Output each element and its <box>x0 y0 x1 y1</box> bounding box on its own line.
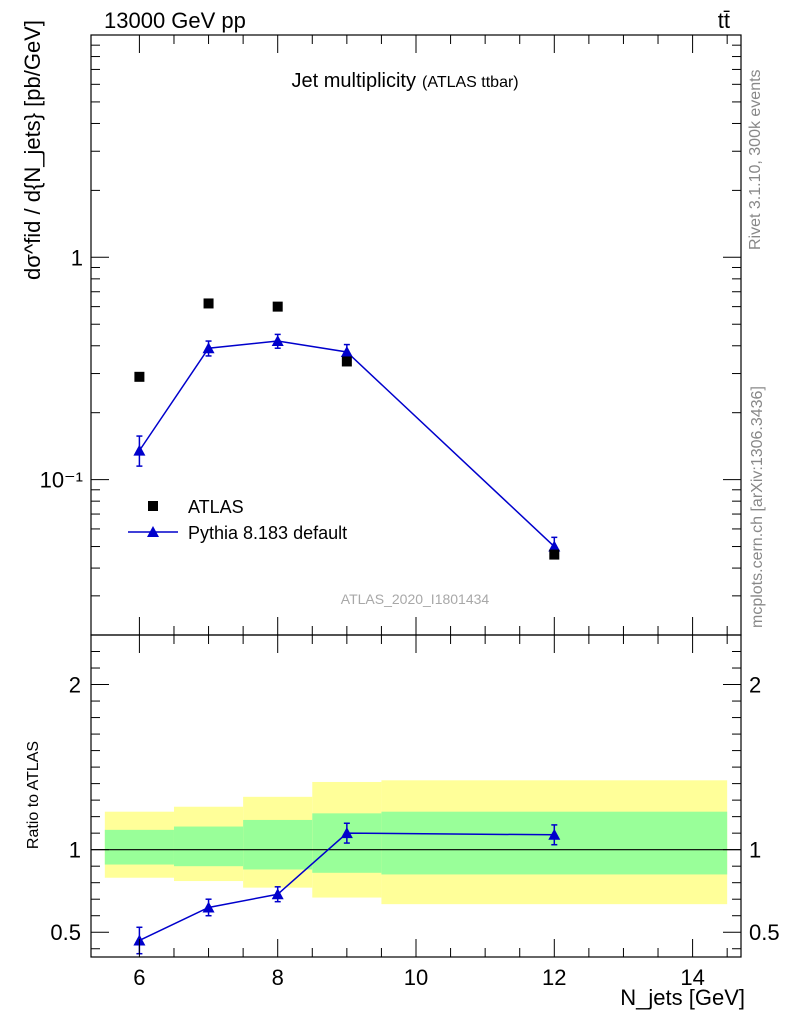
ratio-pythia-point <box>202 901 215 913</box>
legend-atlas-marker <box>148 501 158 511</box>
atlas-point <box>549 549 560 560</box>
main-y-tick-label: 1 <box>71 245 83 270</box>
main-plot: Jet multiplicity (ATLAS ttbar) ATLAS_202… <box>40 34 742 636</box>
ratio-pythia-point <box>340 827 353 839</box>
legend-atlas-label: ATLAS <box>188 497 244 517</box>
ratio-y-tick-label: 1 <box>69 838 81 863</box>
ratio-y-tick-label-right: 0.5 <box>749 920 780 945</box>
ratio-band-green <box>173 826 244 867</box>
x-tick-label: 6 <box>133 965 145 990</box>
ratio-pythia-point <box>548 828 561 840</box>
x-tick-label: 8 <box>272 965 284 990</box>
rivet-label-text: Rivet 3.1.10, 300k events <box>747 69 764 250</box>
atlas-point <box>341 356 352 367</box>
ratio-pythia-point <box>271 888 284 900</box>
pythia-point <box>202 342 215 354</box>
main-ylabel: dσ^fid / d{N_jets} [pb/GeV] <box>20 20 45 280</box>
ratio-y-tick-label-right: 2 <box>749 673 761 698</box>
ratio-band-green <box>243 819 313 870</box>
legend-pythia-marker <box>147 526 159 537</box>
ratio-ylabel: Ratio to ATLAS <box>25 741 42 849</box>
ratio-y-tick-label: 2 <box>69 673 81 698</box>
x-tick-label: 14 <box>680 965 704 990</box>
main-ylabel-text: dσ^fid / d{N_jets} [pb/GeV] <box>20 20 45 280</box>
pythia-point <box>548 540 561 552</box>
ratio-y-tick-label: 0.5 <box>50 920 81 945</box>
atlas-point <box>134 371 145 382</box>
analysis-watermark: ATLAS_2020_I1801434 <box>341 591 490 607</box>
x-tick-label: 12 <box>542 965 566 990</box>
main-y-tick-label: 10⁻¹ <box>40 468 83 493</box>
atlas-point <box>203 298 214 309</box>
ratio-y-tick-label-right: 1 <box>749 838 761 863</box>
main-title: Jet multiplicity <box>292 70 416 92</box>
mcplots-label-text: mcplots.cern.ch [arXiv:1306.3436] <box>749 386 766 628</box>
pythia-point <box>133 444 146 456</box>
ratio-band-green <box>104 829 174 865</box>
pythia-point <box>340 346 353 358</box>
header-energy-label: 13000 GeV pp <box>104 8 246 33</box>
header-process-label: tt̄ <box>718 8 730 33</box>
ratio-plot: 0.5 0.51 12 26 8 10 12 14 <box>50 634 780 990</box>
pythia-point <box>271 335 284 347</box>
rivet-label: Rivet 3.1.10, 300k events <box>747 69 764 250</box>
x-tick-label: 10 <box>404 965 428 990</box>
legend-pythia-label: Pythia 8.183 default <box>188 523 347 543</box>
atlas-point <box>272 301 283 312</box>
main-subtitle: (ATLAS ttbar) <box>422 74 519 91</box>
mcplots-label: mcplots.cern.ch [arXiv:1306.3436] <box>749 386 766 628</box>
main-frame <box>90 34 742 636</box>
ratio-ylabel-text: Ratio to ATLAS <box>25 741 42 849</box>
x-axis-label: N_jets [GeV] <box>620 985 745 1010</box>
